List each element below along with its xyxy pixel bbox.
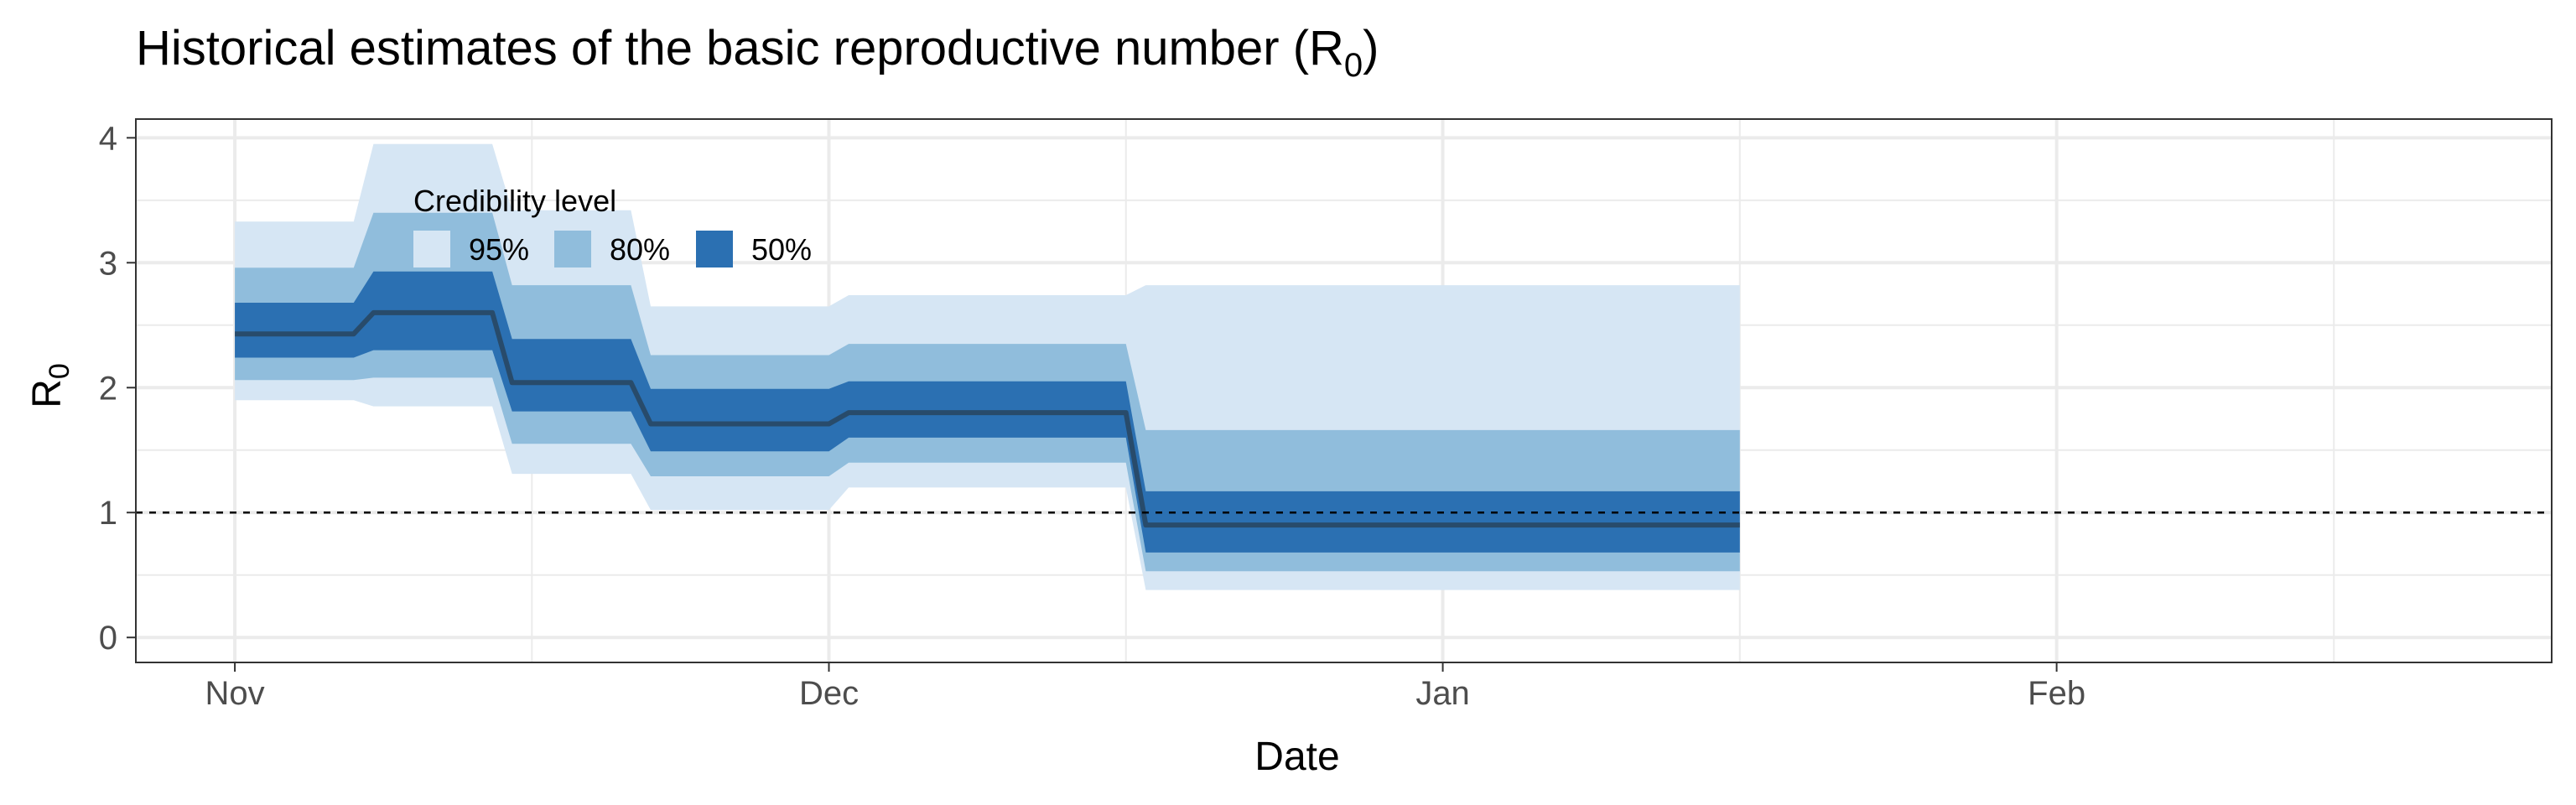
legend-title: Credibility level [413,184,616,218]
x-axis-title: Date [1254,735,1339,779]
legend-label: 80% [610,232,670,267]
chart-title: Historical estimates of the basic reprod… [136,21,1379,84]
y-axis-title-main: R [25,379,70,408]
legend-swatch-80 [554,231,591,267]
y-axis-title: R0 [25,363,75,408]
median-line [235,309,1740,528]
legend-items: 95% 80% 50% [413,231,812,267]
legend-swatch-50 [696,231,733,267]
panel-border [135,118,2553,663]
legend-swatch-95 [413,231,450,267]
y-tick-label: 3 [99,245,117,282]
chart-title-main: Historical estimates of the basic reprod… [136,21,1344,75]
legend-label: 95% [469,232,529,267]
chart-title-subscript: 0 [1344,47,1363,84]
median-line-layer [235,309,1740,528]
legend-label: 50% [751,232,812,267]
x-tick-label: Nov [205,675,265,712]
y-tick-label: 0 [99,620,117,657]
chart-title-close: ) [1363,21,1379,75]
legend: Credibility level 95% 80% 50% [413,184,812,267]
x-tick-label: Dec [799,675,859,712]
y-tick-label: 1 [99,495,117,532]
x-axis: Nov Dec Jan Feb [205,662,2085,712]
y-tick-label: 2 [99,370,117,407]
y-tick-label: 4 [99,120,117,157]
x-tick-label: Feb [2028,675,2085,712]
y-axis-title-subscript: 0 [44,363,75,379]
y-axis: 0 1 2 3 4 [99,120,136,657]
x-tick-label: Jan [1415,675,1470,712]
